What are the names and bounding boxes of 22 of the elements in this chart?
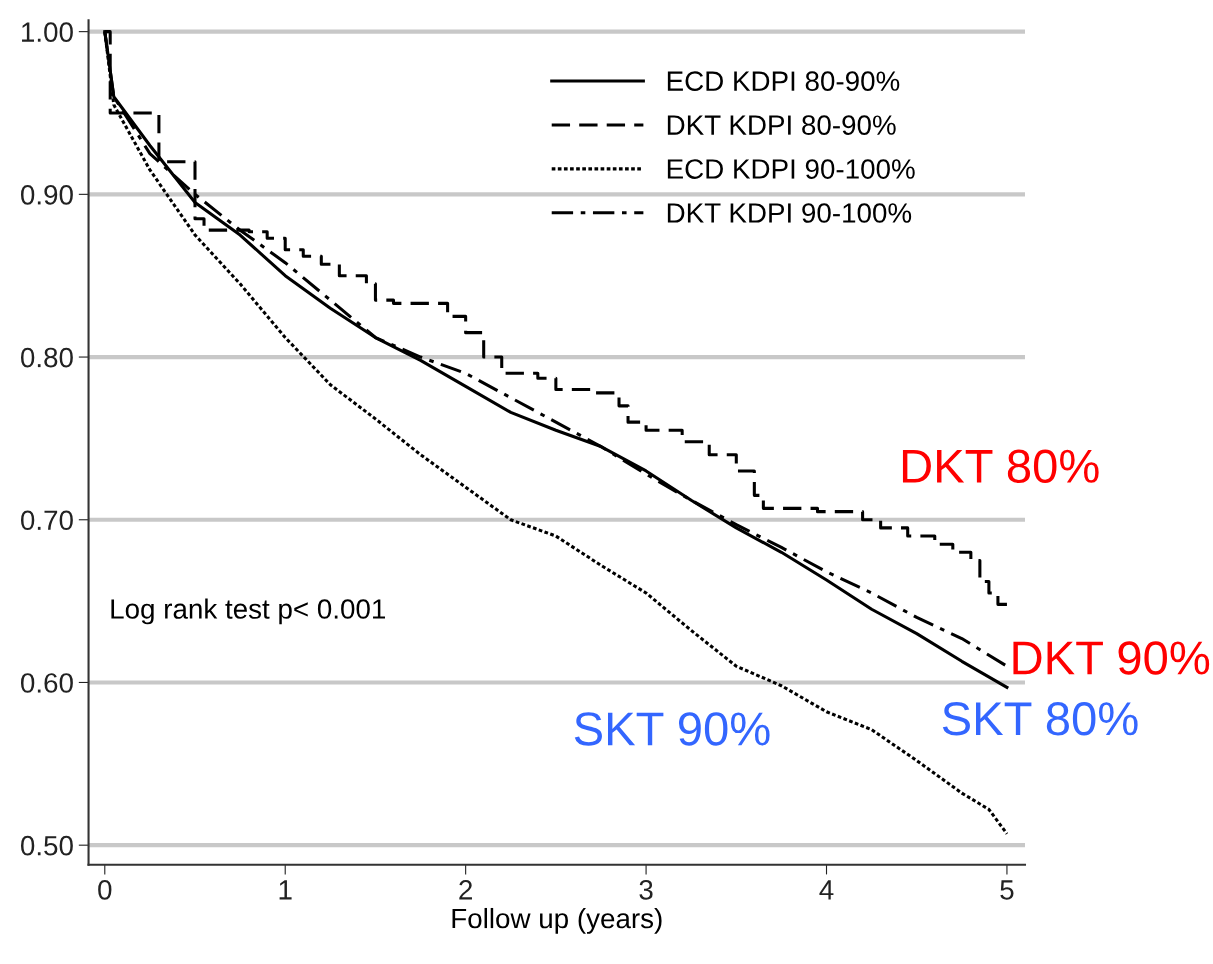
y-tick-label: 0.60 (20, 673, 73, 693)
x-tick-label: 4 (819, 880, 834, 900)
x-tick-label: 3 (639, 880, 653, 900)
legend-label: DKT KDPI 90-100% (667, 203, 912, 223)
annotation: SKT 80% (942, 702, 1138, 736)
annotation: SKT 90% (574, 712, 770, 746)
legend-label: ECD KDPI 80-90% (667, 71, 900, 91)
x-tick-label: 5 (1000, 880, 1014, 900)
y-tick-label: 0.90 (20, 185, 73, 205)
annotation: DKT 80% (902, 449, 1099, 484)
y-tick-label: 1.00 (22, 22, 73, 42)
y-tick-label: 0.50 (20, 835, 73, 856)
x-axis-title: Follow up (years) (452, 907, 662, 934)
legend-label: DKT KDPI 80-90% (667, 115, 896, 135)
x-tick-label: 2 (459, 880, 472, 900)
y-tick-label: 0.80 (20, 347, 73, 368)
y-tick-label: 0.70 (20, 510, 73, 531)
x-tick-label: 1 (279, 880, 292, 900)
annotation: DKT 90% (1013, 641, 1210, 675)
annotation: Log rank test p< 0.001 (111, 598, 385, 625)
x-tick-label: 0 (98, 880, 112, 900)
legend-label: ECD KDPI 90-100% (667, 159, 915, 179)
